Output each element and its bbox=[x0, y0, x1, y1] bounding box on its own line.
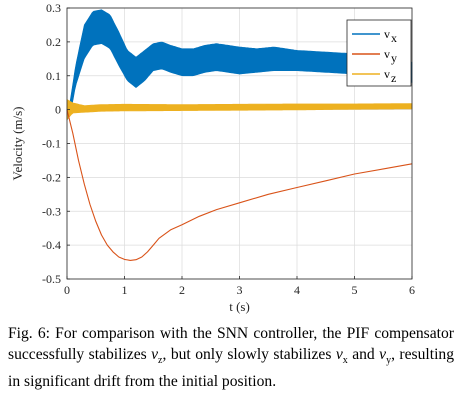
caption-prefix: Fig. 6: For comparison with the SNN cont… bbox=[8, 325, 454, 363]
y-tick-label: -0.2 bbox=[42, 170, 61, 184]
y-axis-label: Velocity (m/s) bbox=[10, 106, 25, 180]
series-y-line bbox=[66, 109, 413, 261]
x-ticks: 0 1 2 3 4 5 6 bbox=[64, 276, 415, 297]
velocity-chart: 0 1 2 3 4 5 6 -0.5 -0.4 -0.3 -0.2 -0.1 0 0.1 0.2 0.3 t… bbox=[10, 1, 415, 314]
caption-suffix: , resulting in significant drift from th… bbox=[8, 346, 455, 391]
y-tick-label: -0.3 bbox=[42, 204, 61, 218]
legend-label-sub-x: x bbox=[391, 31, 397, 45]
y-tick-label: 0.1 bbox=[46, 69, 61, 83]
caption-var-vz-sub: z bbox=[158, 355, 163, 367]
legend-label-y: v bbox=[384, 47, 390, 61]
caption-var-vy: v bbox=[379, 346, 387, 363]
y-ticks: -0.5 -0.4 -0.3 -0.2 -0.1 0 0.1 0.2 0.3 bbox=[42, 1, 70, 286]
caption-var-vx-sub: x bbox=[342, 355, 348, 367]
x-tick-label: 2 bbox=[179, 283, 185, 297]
x-tick-label: 3 bbox=[237, 283, 243, 297]
caption-var-vz: v bbox=[151, 346, 159, 363]
x-tick-label: 6 bbox=[409, 283, 415, 297]
caption-var-vy-sub: y bbox=[386, 355, 392, 367]
y-tick-label: 0.2 bbox=[46, 35, 61, 49]
series-lines bbox=[66, 109, 413, 261]
legend-label-z: v bbox=[384, 67, 390, 81]
x-axis-label: t (s) bbox=[229, 299, 250, 314]
legend-label-x: v bbox=[384, 27, 390, 41]
legend-label-sub-z: z bbox=[391, 71, 396, 85]
y-tick-label: -0.1 bbox=[42, 137, 61, 151]
legend: v xv yv z bbox=[346, 19, 412, 87]
x-tick-label: 5 bbox=[352, 283, 358, 297]
y-tick-label: 0 bbox=[55, 103, 61, 117]
x-tick-label: 0 bbox=[64, 283, 70, 297]
y-tick-label: -0.5 bbox=[42, 272, 61, 286]
y-tick-label: 0.3 bbox=[46, 1, 61, 15]
y-tick-label: -0.4 bbox=[42, 238, 61, 252]
legend-box bbox=[346, 19, 412, 87]
figure-caption: Fig. 6: For comparison with the SNN cont… bbox=[8, 323, 454, 392]
caption-middle: , but only slowly stabilizes bbox=[162, 346, 336, 363]
x-tick-label: 4 bbox=[294, 283, 300, 297]
x-tick-label: 1 bbox=[122, 283, 128, 297]
caption-and: and bbox=[347, 346, 380, 363]
caption-var-vx: v bbox=[335, 346, 343, 363]
legend-label-sub-y: y bbox=[391, 51, 397, 65]
